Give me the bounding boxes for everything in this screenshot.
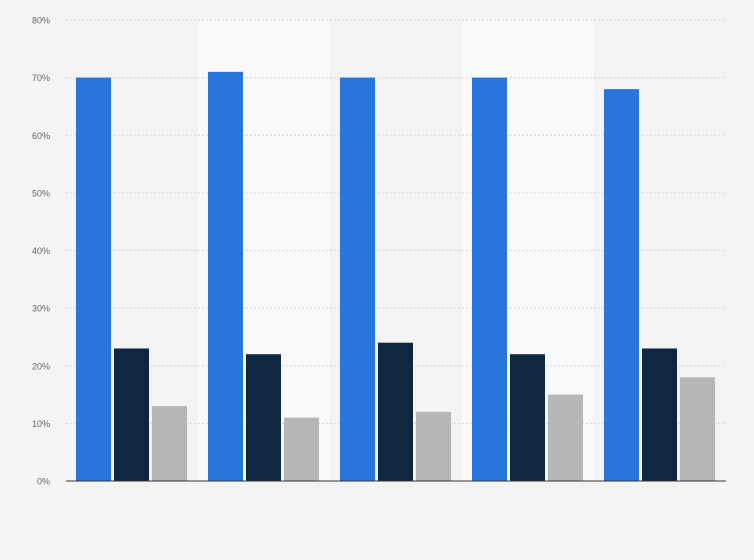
bar-series-3-group-2 <box>284 417 319 481</box>
y-tick-label: 10% <box>32 419 50 429</box>
bar-series-1-group-4 <box>472 77 507 481</box>
bar-series-2-group-5 <box>642 348 677 481</box>
y-axis-tick-labels: 0% 10% 20% 30% 40% 50% 60% 70% 80% <box>32 16 50 487</box>
bar-series-3-group-4 <box>548 394 583 481</box>
y-tick-label: 70% <box>32 73 50 83</box>
y-tick-label: 30% <box>32 304 50 314</box>
bar-series-2-group-3 <box>378 342 413 481</box>
bar-series-2-group-4 <box>510 354 545 481</box>
bar-series-1-group-5 <box>604 89 639 482</box>
bar-series-1-group-2 <box>208 71 243 482</box>
bar-series-2-group-2 <box>246 354 281 481</box>
y-tick-label: 40% <box>32 246 50 256</box>
y-tick-label: 20% <box>32 361 50 371</box>
bar-series-3-group-1 <box>152 406 187 481</box>
bar-series-3-group-3 <box>416 411 451 481</box>
y-tick-label: 80% <box>32 16 50 26</box>
y-tick-label: 60% <box>32 131 50 141</box>
bar-series-2-group-1 <box>114 348 149 481</box>
bar-series-1-group-1 <box>76 77 111 481</box>
bars <box>76 71 715 482</box>
bar-series-3-group-5 <box>680 377 715 481</box>
bar-series-1-group-3 <box>340 77 375 481</box>
y-tick-label: 0% <box>37 477 50 487</box>
y-tick-label: 50% <box>32 188 50 198</box>
